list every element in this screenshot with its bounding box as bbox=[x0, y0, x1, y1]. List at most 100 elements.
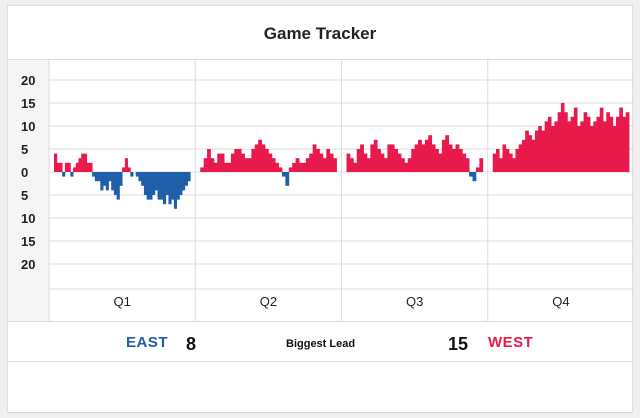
bar-west-lead bbox=[244, 158, 249, 172]
bar-west-lead bbox=[590, 126, 594, 172]
bar-west-lead bbox=[349, 158, 354, 172]
bar-west-lead bbox=[377, 149, 381, 172]
bar-west-lead bbox=[418, 139, 422, 172]
bar-west-lead bbox=[59, 162, 63, 172]
bar-west-lead bbox=[452, 149, 456, 172]
bar-east-lead bbox=[152, 172, 156, 195]
bar-west-lead bbox=[554, 121, 559, 172]
bar-west-lead bbox=[319, 153, 324, 172]
bar-west-lead bbox=[495, 149, 500, 172]
bar-east-lead bbox=[146, 172, 150, 200]
bar-east-lead bbox=[108, 172, 112, 182]
bar-west-lead bbox=[288, 167, 293, 172]
bar-east-lead bbox=[157, 172, 161, 200]
bar-west-lead bbox=[435, 149, 439, 172]
bar-west-lead bbox=[203, 158, 208, 172]
bar-west-lead bbox=[421, 144, 426, 172]
bar-east-lead bbox=[138, 172, 142, 182]
bar-west-lead bbox=[458, 149, 463, 172]
bar-east-lead bbox=[168, 172, 172, 205]
bar-west-lead bbox=[518, 144, 523, 172]
bar-east-lead bbox=[285, 172, 290, 186]
bar-west-lead bbox=[326, 149, 331, 172]
bar-west-lead bbox=[309, 153, 314, 172]
bar-east-lead bbox=[111, 172, 115, 191]
bar-west-lead bbox=[292, 162, 297, 172]
bar-east-lead bbox=[149, 172, 153, 200]
bar-west-lead bbox=[380, 153, 385, 172]
bar-east-lead bbox=[119, 172, 123, 186]
bar-west-lead bbox=[557, 112, 562, 172]
bar-west-lead bbox=[551, 126, 555, 172]
bar-east-lead bbox=[94, 172, 98, 182]
bar-west-lead bbox=[445, 135, 450, 172]
bar-west-lead bbox=[227, 162, 232, 172]
bar-west-lead bbox=[521, 139, 526, 172]
bar-west-lead bbox=[428, 135, 433, 172]
divider-top bbox=[8, 59, 632, 60]
bar-east-lead bbox=[143, 172, 148, 195]
bar-west-lead bbox=[528, 135, 533, 172]
y-tick-label: 20 bbox=[21, 73, 35, 88]
bar-west-lead bbox=[603, 121, 607, 172]
bar-east-lead bbox=[173, 172, 178, 209]
bar-west-lead bbox=[547, 116, 552, 172]
bar-west-lead bbox=[251, 149, 256, 172]
bar-west-lead bbox=[492, 153, 497, 172]
y-tick-label: 5 bbox=[21, 142, 28, 157]
bar-west-lead bbox=[499, 158, 503, 172]
y-tick-label: 0 bbox=[21, 165, 28, 180]
bar-west-lead bbox=[508, 153, 513, 172]
bar-east-lead bbox=[165, 172, 169, 195]
bar-east-lead bbox=[100, 172, 104, 191]
bar-west-lead bbox=[224, 162, 228, 172]
bar-west-lead bbox=[407, 158, 412, 172]
bar-west-lead bbox=[360, 144, 364, 172]
bar-west-lead bbox=[73, 167, 77, 172]
quarter-label: Q4 bbox=[552, 294, 569, 309]
bar-west-lead bbox=[502, 144, 507, 172]
bar-east-lead bbox=[62, 172, 66, 177]
bar-west-lead bbox=[275, 162, 279, 172]
bar-west-lead bbox=[541, 130, 546, 172]
bar-east-lead bbox=[182, 172, 186, 191]
quarter-label: Q2 bbox=[260, 294, 277, 309]
bar-east-lead bbox=[282, 172, 286, 177]
bar-west-lead bbox=[612, 126, 617, 172]
bar-west-lead bbox=[278, 167, 283, 172]
bar-west-lead bbox=[264, 149, 269, 172]
bar-west-lead bbox=[411, 149, 416, 172]
bar-west-lead bbox=[404, 162, 409, 172]
bar-west-lead bbox=[64, 162, 69, 172]
bar-west-lead bbox=[86, 162, 90, 172]
y-tick-label: 15 bbox=[21, 96, 35, 111]
bar-west-lead bbox=[401, 158, 405, 172]
bar-west-lead bbox=[619, 107, 623, 172]
bar-west-lead bbox=[475, 167, 480, 172]
bar-west-lead bbox=[609, 116, 614, 172]
bar-east-lead bbox=[176, 172, 180, 200]
bar-west-lead bbox=[247, 158, 252, 172]
bar-west-lead bbox=[366, 158, 371, 172]
east-team-label: EAST bbox=[126, 334, 169, 351]
bar-west-lead bbox=[356, 149, 361, 172]
bar-west-lead bbox=[462, 153, 467, 172]
bar-west-lead bbox=[237, 149, 242, 172]
bar-east-lead bbox=[70, 172, 74, 177]
bar-west-lead bbox=[316, 149, 320, 172]
bar-west-lead bbox=[583, 112, 588, 172]
bar-west-lead bbox=[586, 116, 591, 172]
bar-west-lead bbox=[67, 162, 71, 172]
bar-west-lead bbox=[305, 158, 310, 172]
bar-east-lead bbox=[92, 172, 96, 177]
bar-west-lead bbox=[329, 153, 334, 172]
bar-west-lead bbox=[544, 121, 549, 172]
bar-west-lead bbox=[465, 158, 470, 172]
bar-west-lead bbox=[538, 126, 542, 172]
quarter-label: Q3 bbox=[406, 294, 423, 309]
bar-west-lead bbox=[383, 158, 388, 172]
west-biggest-lead: 15 bbox=[448, 334, 469, 354]
bar-west-lead bbox=[234, 149, 239, 172]
bar-west-lead bbox=[512, 158, 516, 172]
bar-west-lead bbox=[254, 144, 259, 172]
